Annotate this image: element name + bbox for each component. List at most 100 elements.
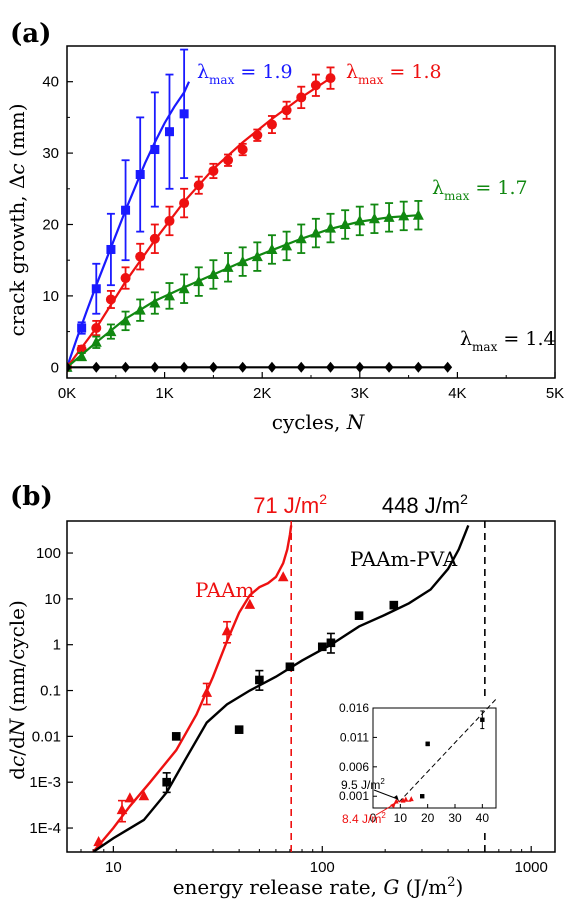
panel-b-x-tick-label: 1000 <box>515 859 548 876</box>
series-1-point <box>120 273 131 284</box>
panel-b-y-tick-label: 1E-3 <box>29 774 61 791</box>
b-series-1-point <box>162 777 171 787</box>
inset-annotation-black-text: 9.5 J/m <box>341 778 380 792</box>
panel-a-x-tick-label: 2K <box>253 385 271 402</box>
series-2-point <box>149 297 161 308</box>
threshold-label-text: 448 J/m <box>382 493 460 518</box>
series-3-point <box>150 361 160 373</box>
inset-y-tick-label: 0.001 <box>339 789 369 803</box>
inset-red-point <box>408 796 414 802</box>
panel-b-y-title: dc/dN (mm/cycle) <box>5 600 29 780</box>
b-series-1-point <box>354 611 364 620</box>
series-0-point <box>135 170 145 180</box>
series-label-value: = 1.9 <box>234 61 292 83</box>
series-2-point <box>163 289 175 301</box>
b-series-0-point <box>277 571 289 582</box>
series-label-3: λmax = 1.4 <box>460 328 556 354</box>
inset-black-point <box>480 717 485 722</box>
series-3-point <box>296 361 306 373</box>
series-1-point <box>325 73 336 84</box>
series-3-point <box>384 361 394 373</box>
panel-a-y-tick-label: 30 <box>42 145 59 162</box>
inset-annotation-red-superscript: 2 <box>381 811 386 820</box>
series-2-point <box>368 212 380 224</box>
b-series-0-point <box>124 792 136 803</box>
series-2-point <box>207 268 219 279</box>
inset-annotation-black: 9.5 J/m2 <box>341 777 385 792</box>
inset-y-tick-label: 0.016 <box>339 701 369 715</box>
series-label-2: λmax = 1.7 <box>432 177 528 203</box>
series-1-point <box>135 251 146 262</box>
panel-b-frame <box>66 520 556 853</box>
threshold-label-1: 448 J/m2 <box>382 491 468 518</box>
panel-b-x-title: energy release rate, G (J/m2) <box>173 875 464 899</box>
series-2-point <box>295 232 307 244</box>
b-series-1-point <box>234 725 244 734</box>
series-2-point <box>222 261 234 272</box>
series-2-point <box>178 282 190 294</box>
series-1-point <box>179 198 190 209</box>
b-series-1-point <box>326 638 336 648</box>
series-1-point <box>252 130 263 141</box>
series-2-point <box>105 325 117 337</box>
series-1-point <box>193 180 204 191</box>
series-3-point <box>179 361 189 373</box>
b-series-1-point <box>389 600 399 610</box>
inset-black-point <box>420 794 425 799</box>
panel-a-label: (a) <box>10 19 51 49</box>
inset-x-tick-label: 40 <box>476 811 490 825</box>
panel-a-x-tick-label: 3K <box>351 385 369 402</box>
series-label-0: λmax = 1.9 <box>197 61 293 87</box>
series-1-point <box>164 215 175 226</box>
threshold-label-superscript: 2 <box>460 491 468 507</box>
series-label-lambda: λ <box>432 177 444 199</box>
inset-frame <box>372 707 497 809</box>
series-1-fit-line <box>67 77 332 368</box>
series-1-point <box>105 294 116 305</box>
series-2-point <box>266 243 278 254</box>
panel-b-plot <box>92 521 486 852</box>
series-0-point <box>164 127 174 137</box>
b-series-1-point <box>285 662 295 672</box>
series-0-point <box>106 244 116 254</box>
series-1-point <box>310 80 321 91</box>
threshold-label-text: 71 J/m <box>253 493 319 518</box>
inset-x-tick-label: 10 <box>394 811 408 825</box>
series-1-point <box>266 119 277 130</box>
b-series-0-point <box>116 803 128 815</box>
paam-pva-label: PAAm-PVA <box>350 547 458 571</box>
series-label-lambda: λ <box>197 61 209 83</box>
series-3-point <box>355 361 365 373</box>
series-label-lambda: λ <box>460 328 472 350</box>
panel-a-y-tick-label: 20 <box>42 216 59 233</box>
paam-label: PAAm <box>195 578 255 602</box>
panel-a-x-tick-label: 0K <box>58 385 76 402</box>
series-3-point <box>413 361 423 373</box>
series-3-point <box>67 361 72 373</box>
series-label-subscript: max <box>358 73 384 87</box>
series-label-value: = 1.7 <box>469 177 527 199</box>
b-series-1-point <box>255 675 264 685</box>
series-0-point <box>150 145 160 155</box>
series-3-point <box>238 361 248 373</box>
inset-red-point <box>403 796 409 802</box>
panel-b-y-tick-label: 10 <box>44 591 61 608</box>
series-label-subscript: max <box>444 189 470 203</box>
series-2-point <box>398 209 410 221</box>
series-label-subscript: max <box>209 73 235 87</box>
series-2-point <box>339 218 351 229</box>
panel-b-y-tick-label: 0.01 <box>32 728 61 745</box>
series-1-point <box>237 144 248 155</box>
series-3-point <box>91 361 101 373</box>
series-1-point <box>296 92 307 103</box>
b-series-0-point <box>244 598 256 609</box>
series-2-point <box>412 209 424 220</box>
series-0-point <box>77 323 87 333</box>
series-2-point <box>354 214 366 226</box>
series-2-point <box>383 211 395 222</box>
series-2-point <box>120 314 132 326</box>
panel-b-y-tick-label: 0.1 <box>40 683 61 700</box>
